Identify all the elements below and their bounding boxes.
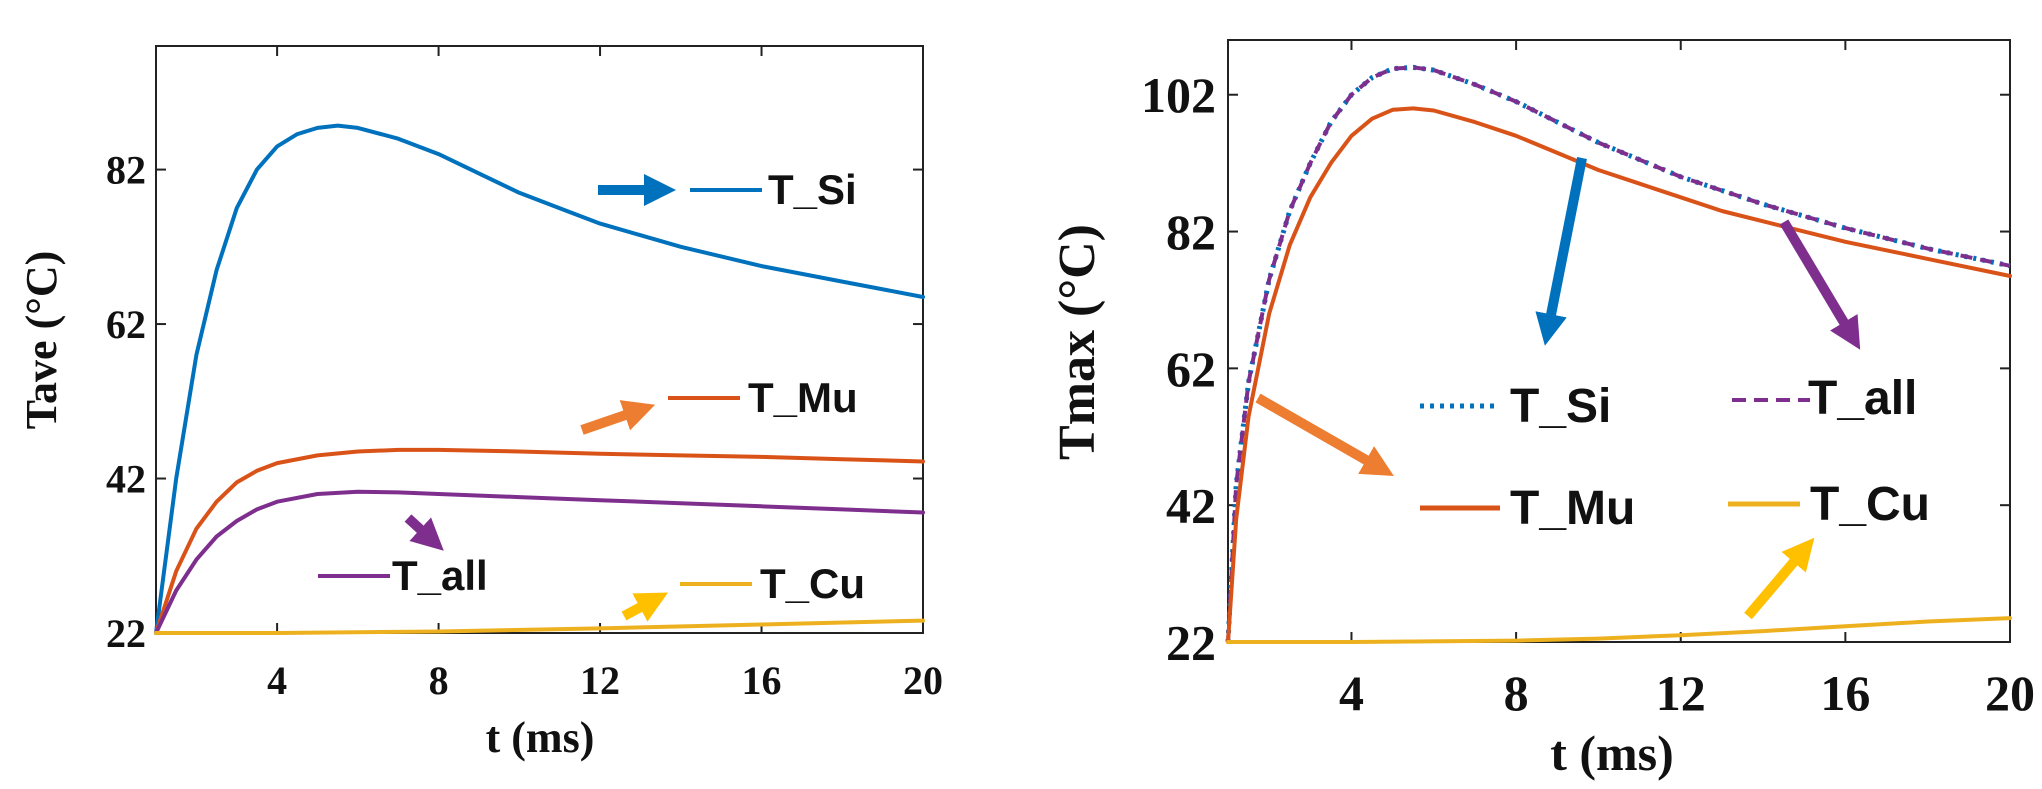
left-xtick-label: 4 bbox=[267, 658, 287, 703]
left-series-t-si bbox=[154, 123, 925, 635]
right-ytick-label: 102 bbox=[1141, 67, 1216, 123]
right-xtick-label: 16 bbox=[1820, 665, 1870, 721]
right-plot-frame bbox=[1227, 39, 2011, 643]
right-xtick-label: 8 bbox=[1504, 665, 1529, 721]
right-legend-label-si: T_Si bbox=[1510, 380, 1611, 433]
right-ytick-label: 82 bbox=[1166, 204, 1216, 260]
right-lines bbox=[1225, 64, 2012, 644]
left-legend-label-all: T_all bbox=[392, 552, 488, 599]
left-panel: 4 8 12 16 20 22 42 62 82 t (ms) Tave (°C) T_Si T… bbox=[17, 45, 943, 762]
right-legend-label-mu: T_Mu bbox=[1510, 482, 1635, 535]
right-series-t-mu bbox=[1226, 106, 2012, 644]
left-arrow-mu bbox=[580, 400, 656, 435]
left-series-t-all bbox=[154, 489, 925, 635]
left-ytick-label: 42 bbox=[106, 457, 146, 502]
right-xtick-label: 4 bbox=[1339, 665, 1364, 721]
left-plot-frame bbox=[155, 45, 924, 634]
left-ytick-label: 62 bbox=[106, 302, 146, 347]
left-lines bbox=[154, 123, 925, 635]
right-legend-label-cu: T_Cu bbox=[1810, 478, 1930, 531]
right-arrow-all bbox=[1779, 219, 1861, 350]
left-legend-label-mu: T_Mu bbox=[748, 374, 858, 421]
right-xtick-label: 12 bbox=[1656, 665, 1706, 721]
right-arrow-si bbox=[1535, 157, 1587, 346]
left-ytick-label: 82 bbox=[106, 148, 146, 193]
left-xtick-label: 16 bbox=[742, 658, 782, 703]
right-ylabel: Tmax (°C) bbox=[1049, 224, 1106, 460]
right-arrow-mu bbox=[1255, 393, 1394, 476]
left-arrow-cu bbox=[621, 592, 669, 622]
left-xtick-label: 12 bbox=[580, 658, 620, 703]
right-arrow-cu bbox=[1744, 537, 1815, 620]
left-series-t-cu bbox=[154, 618, 925, 635]
right-series-t-cu bbox=[1226, 616, 2012, 644]
left-series-t-mu bbox=[154, 447, 925, 635]
left-arrow-all bbox=[404, 514, 444, 551]
left-ytick-label: 22 bbox=[106, 611, 146, 656]
right-series-t-si bbox=[1225, 64, 2011, 643]
right-panel: 4 8 12 16 20 22 42 62 82 102 t (ms) Tmax (°C) T_S… bbox=[1049, 39, 2035, 781]
left-legend-label-si: T_Si bbox=[768, 166, 857, 213]
left-xtick-label: 20 bbox=[903, 658, 943, 703]
right-ticks: 4 8 12 16 20 22 42 62 82 102 bbox=[1141, 40, 2035, 721]
right-ytick-label: 62 bbox=[1166, 341, 1216, 397]
left-legend-label-cu: T_Cu bbox=[760, 560, 865, 607]
right-ytick-label: 42 bbox=[1166, 478, 1216, 534]
left-xlabel: t (ms) bbox=[486, 713, 595, 762]
right-xtick-label: 20 bbox=[1985, 665, 2035, 721]
right-ytick-label: 22 bbox=[1166, 615, 1216, 671]
right-xlabel: t (ms) bbox=[1550, 725, 1674, 781]
left-xtick-label: 8 bbox=[429, 658, 449, 703]
left-ylabel: Tave (°C) bbox=[17, 251, 66, 430]
right-legend-label-all: T_all bbox=[1808, 372, 1917, 425]
right-series-t-all bbox=[1226, 65, 2011, 643]
